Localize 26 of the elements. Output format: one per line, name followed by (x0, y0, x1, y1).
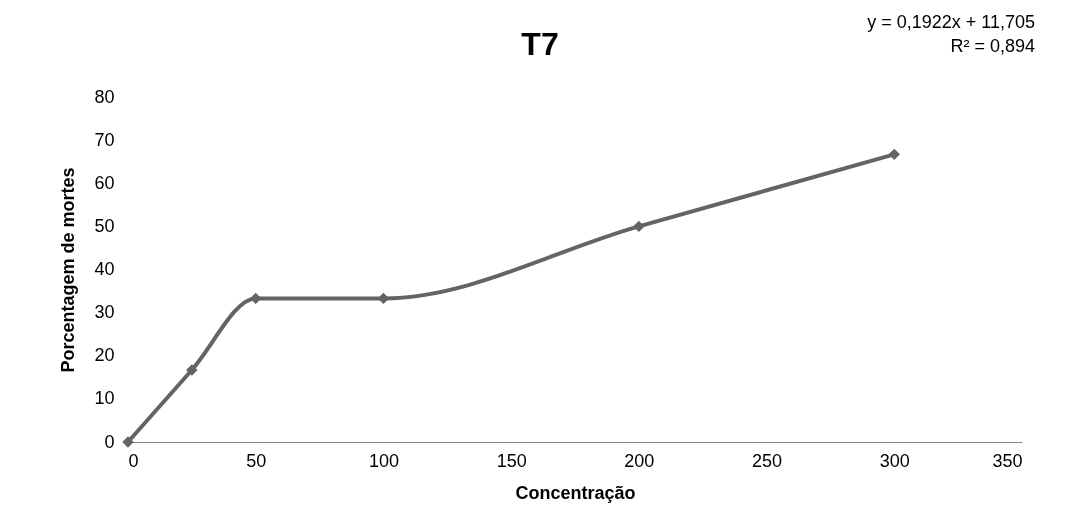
x-tick-label: 350 (992, 450, 1023, 471)
point (122, 436, 134, 448)
text: R² = 0,894 (950, 36, 1035, 56)
y-axis-title: Porcentagem de mortes (58, 167, 79, 373)
point (633, 220, 645, 233)
x-tick-label: 50 (246, 450, 267, 471)
x-axis-title: Concentração (515, 482, 636, 503)
y-tick-label: 80 (94, 86, 115, 107)
x-tick-label: 150 (496, 450, 527, 471)
x-tick-label: 100 (368, 450, 399, 471)
y-tick-label: 0 (104, 431, 115, 452)
x-tick-label: 250 (752, 450, 783, 471)
y-tick-label: 40 (94, 259, 115, 279)
point (888, 148, 900, 161)
x-tick-label: 0 (128, 450, 139, 471)
x-tick-label: 200 (624, 450, 655, 471)
x-tick-label: 300 (879, 450, 910, 471)
chart-title: T7 (521, 26, 559, 62)
y-tick-label: 10 (94, 388, 115, 409)
y-tick-label: 70 (94, 129, 115, 150)
y-tick-label: 60 (94, 172, 115, 193)
text: y = 0,1922x + 11,705 (867, 12, 1035, 32)
point (186, 364, 198, 376)
y-tick-label: 50 (94, 215, 115, 236)
y-tick-label: 20 (94, 345, 115, 366)
y-tick-label: 30 (94, 302, 115, 323)
